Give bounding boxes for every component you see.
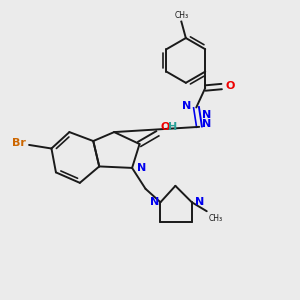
Text: O: O: [160, 122, 170, 132]
Text: N: N: [202, 119, 211, 129]
Text: N: N: [150, 197, 159, 207]
Text: N: N: [182, 101, 191, 111]
Text: N: N: [136, 163, 146, 173]
Text: O: O: [225, 81, 235, 91]
Text: H: H: [168, 122, 177, 132]
Text: CH₃: CH₃: [174, 11, 188, 20]
Text: Br: Br: [12, 138, 26, 148]
Text: N: N: [202, 110, 211, 120]
Text: N: N: [195, 197, 204, 207]
Text: CH₃: CH₃: [208, 214, 222, 223]
